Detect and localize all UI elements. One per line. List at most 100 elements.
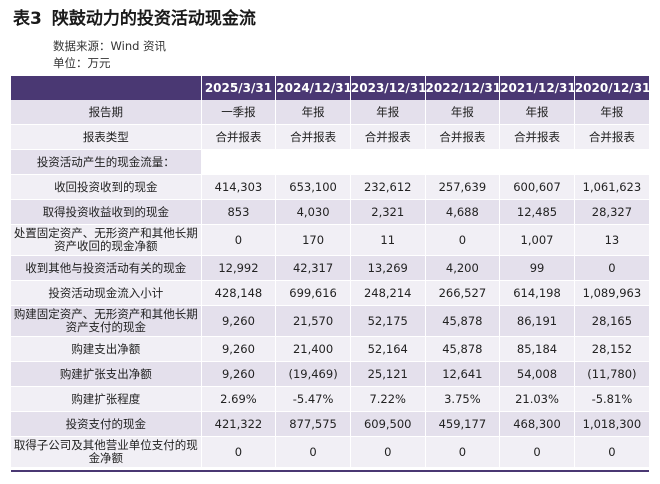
table-cell: 28,152: [574, 336, 649, 362]
table-cell: 421,322: [201, 411, 277, 437]
table-cell: 266,527: [425, 280, 501, 306]
table-cell: 年报: [350, 100, 426, 125]
table-row: 投资活动现金流入小计 428,148 699,616 248,214 266,527 61…: [11, 280, 649, 306]
table-cell: 年报: [499, 100, 575, 125]
table-row: 投资活动产生的现金流量：: [11, 149, 649, 175]
table-cell: 1,089,963: [574, 280, 649, 306]
table-title: 表3 陕鼓动力的投资活动现金流: [13, 8, 256, 30]
row-label: 报表类型: [11, 124, 202, 150]
header-cell: 2020/12/31: [574, 76, 650, 100]
row-label: 收回投资收到的现金: [11, 174, 202, 200]
table-cell: 合并报表: [275, 124, 351, 150]
table-cell: 1,007: [499, 224, 575, 256]
row-label: 处置固定资产、无形资产和其他长期资产收回的现金净额: [11, 224, 202, 256]
table-cell: 11: [350, 224, 426, 256]
table-cell: 42,317: [275, 255, 351, 281]
table-cell: 一季报: [201, 100, 277, 125]
table-cell: 1,061,623: [574, 174, 649, 200]
table-cell: 2.69%: [201, 386, 277, 412]
row-label: 投资活动现金流入小计: [11, 280, 202, 306]
bottom-rule: [11, 470, 649, 472]
row-label: 收到其他与投资活动有关的现金: [11, 255, 202, 281]
table-cell: 年报: [275, 100, 351, 125]
table-cell: 3.75%: [425, 386, 501, 412]
header-cell: 2024/12/31: [275, 76, 352, 100]
table-cell: -5.47%: [275, 386, 351, 412]
table-cell: 614,198: [499, 280, 575, 306]
table-cell: 7.22%: [350, 386, 426, 412]
table-row: 报表类型 合并报表 合并报表 合并报表 合并报表 合并报表 合并报表: [11, 124, 649, 150]
table-cell: 25,121: [350, 361, 426, 387]
table-number: 表3: [13, 9, 42, 29]
table-cell: 428,148: [201, 280, 277, 306]
header-cell: 2022/12/31: [425, 76, 501, 100]
table-cell: 合并报表: [499, 124, 575, 150]
table-cell: [275, 149, 351, 175]
table-cell: 54,008: [499, 361, 575, 387]
row-label: 取得投资收益收到的现金: [11, 199, 202, 225]
table-cell: 170: [275, 224, 351, 256]
table-body: 报告期 一季报 年报 年报 年报 年报 年报 报表类型 合并报表 合并报表 合并报表 合并报表 合并报表…: [11, 100, 649, 468]
table-cell: [499, 149, 575, 175]
table-row: 购建固定资产、无形资产和其他长期资产支付的现金 9,260 21,570 52,175…: [11, 305, 649, 337]
table-cell: 257,639: [425, 174, 501, 200]
table-cell: 853: [201, 199, 277, 225]
header-cell: [11, 76, 202, 100]
table-cell: 0: [201, 436, 277, 468]
row-label: 投资活动产生的现金流量：: [11, 149, 202, 175]
row-label: 购建支出净额: [11, 336, 202, 362]
table-row: 取得投资收益收到的现金 853 4,030 2,321 4,688 12,485 28,32…: [11, 199, 649, 225]
table-cell: 4,200: [425, 255, 501, 281]
table-cell: [574, 149, 649, 175]
table-cell: 2,321: [350, 199, 426, 225]
table-cell: 52,175: [350, 305, 426, 337]
table-cell: 4,030: [275, 199, 351, 225]
header-cell: 2025/3/31: [201, 76, 277, 100]
table-cell: 21.03%: [499, 386, 575, 412]
table-cell: 459,177: [425, 411, 501, 437]
table-row: 报告期 一季报 年报 年报 年报 年报 年报: [11, 100, 649, 125]
table-row: 收回投资收到的现金 414,303 653,100 232,612 257,639 600…: [11, 174, 649, 200]
row-label: 投资支付的现金: [11, 411, 202, 437]
header-cell: 2021/12/31: [499, 76, 576, 100]
table-cell: 468,300: [499, 411, 575, 437]
table-cell: 414,303: [201, 174, 277, 200]
table-row: 投资支付的现金 421,322 877,575 609,500 459,177 468,3…: [11, 411, 649, 437]
table-caption: 表3 陕鼓动力的投资活动现金流: [13, 8, 256, 30]
table-cell: 0: [350, 436, 426, 468]
table-cell: 653,100: [275, 174, 351, 200]
table-cell: 12,641: [425, 361, 501, 387]
row-label: 购建扩张程度: [11, 386, 202, 412]
table-cell: 合并报表: [201, 124, 277, 150]
header-cell: 2023/12/31: [350, 76, 426, 100]
table-row: 购建扩张程度 2.69% -5.47% 7.22% 3.75% 21.03% -5.81%: [11, 386, 649, 412]
table-cell: 45,878: [425, 305, 501, 337]
table-cell: 699,616: [275, 280, 351, 306]
row-label: 购建扩张支出净额: [11, 361, 202, 387]
unit-label: 单位：万元: [53, 56, 111, 70]
table-cell: 248,214: [350, 280, 426, 306]
table-cell: 4,688: [425, 199, 501, 225]
table-cell: 0: [201, 224, 277, 256]
table-cell: 0: [425, 224, 501, 256]
table-cell: 600,607: [499, 174, 575, 200]
table-cell: 13,269: [350, 255, 426, 281]
table-cell: 合并报表: [425, 124, 501, 150]
header-row: 2025/3/31 2024/12/31 2023/12/31 2022/12/…: [11, 76, 650, 100]
table-cell: 13: [574, 224, 649, 256]
table-cell: 1,018,300: [574, 411, 649, 437]
table-cell: 9,260: [201, 305, 277, 337]
table-cell: 85,184: [499, 336, 575, 362]
row-label: 报告期: [11, 100, 202, 125]
row-label: 购建固定资产、无形资产和其他长期资产支付的现金: [11, 305, 202, 337]
table-cell: 28,327: [574, 199, 649, 225]
table-cell: 21,400: [275, 336, 351, 362]
table-row: 购建扩张支出净额 9,260 (19,469) 25,121 12,641 54,008(…: [11, 361, 649, 387]
table-cell: 合并报表: [350, 124, 426, 150]
table-cell: 0: [425, 436, 501, 468]
table-row: 购建支出净额 9,260 21,400 52,164 45,878 85,184 28,15…: [11, 336, 649, 362]
table-cell: 年报: [574, 100, 649, 125]
table-cell: 45,878: [425, 336, 501, 362]
table-cell: 877,575: [275, 411, 351, 437]
table-cell: 合并报表: [574, 124, 649, 150]
